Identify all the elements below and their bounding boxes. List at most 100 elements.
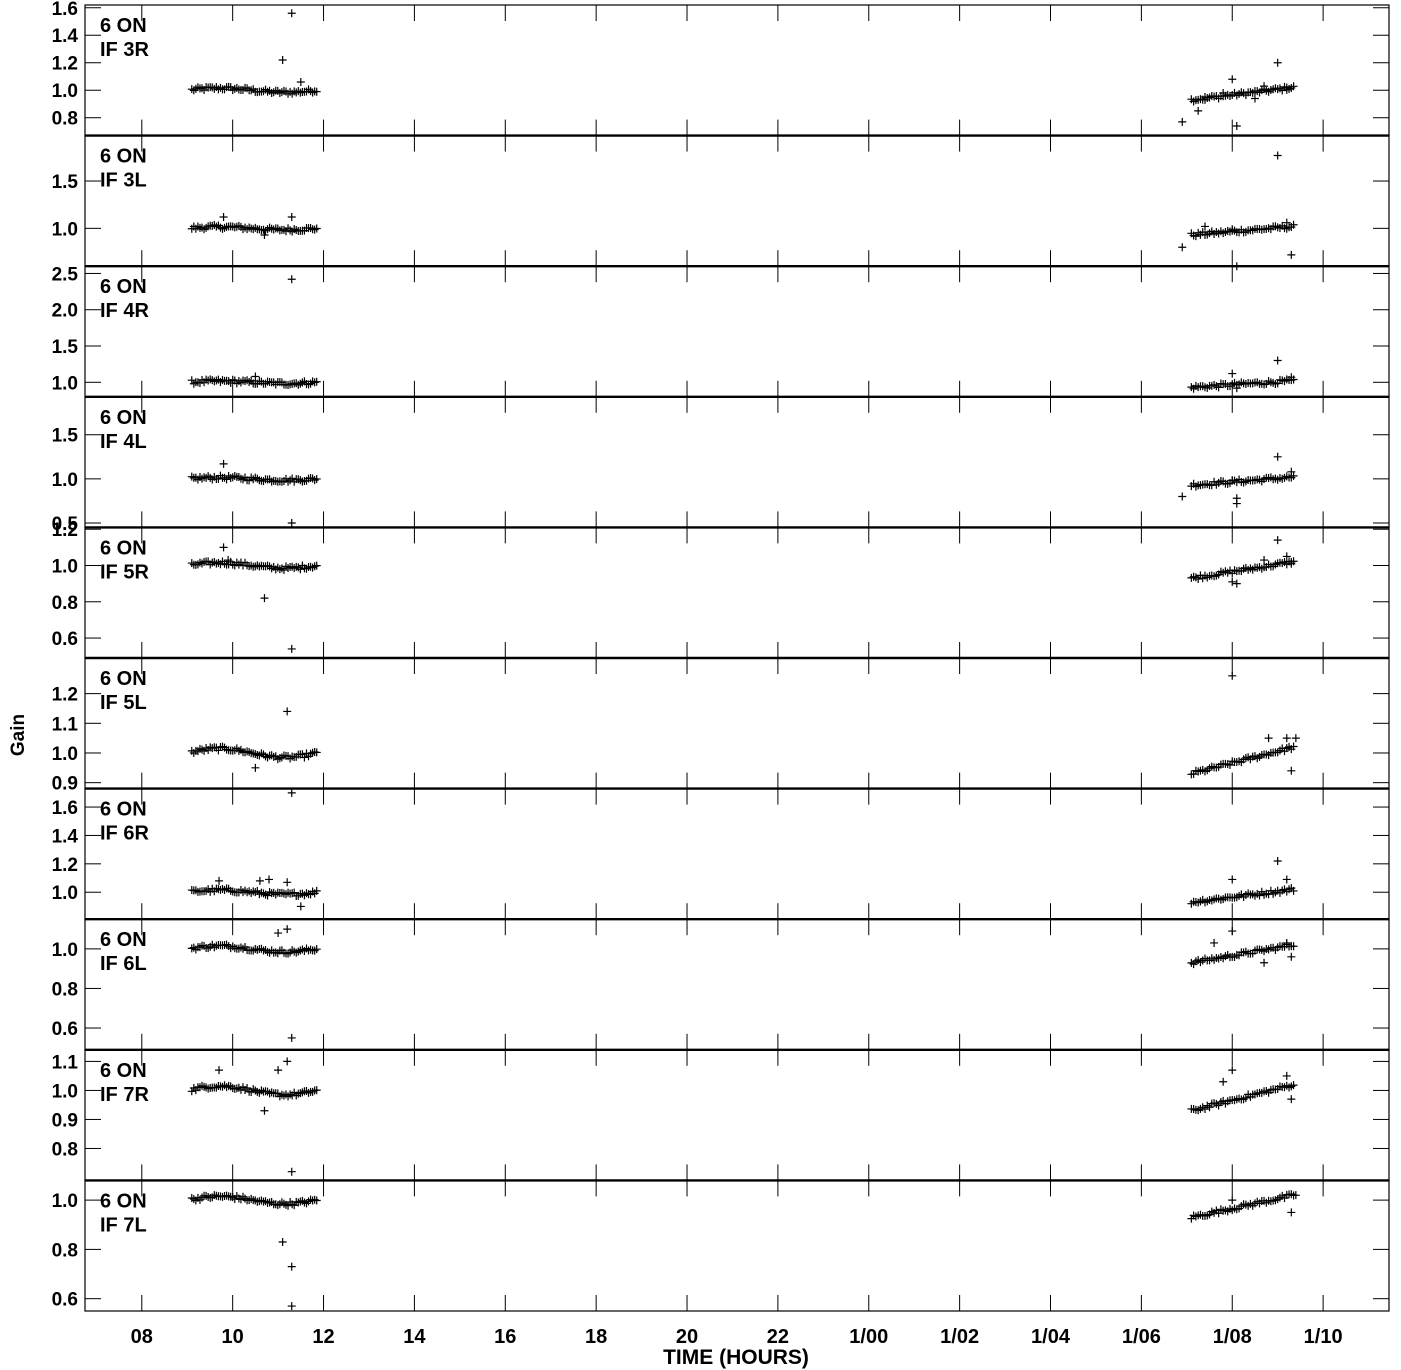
data-point (224, 556, 233, 565)
data-point (265, 887, 274, 896)
data-point (310, 562, 319, 571)
y-tick-label: 0.9 (52, 1110, 78, 1131)
data-point (267, 88, 276, 97)
data-point (255, 876, 264, 885)
data-point (1219, 88, 1228, 97)
panel-label-antenna: 6 ON (100, 1060, 147, 1082)
data-point (287, 644, 296, 653)
data-point (243, 888, 252, 897)
data-point (191, 473, 200, 482)
data-point (310, 225, 319, 234)
data-point (236, 474, 245, 483)
panel-label-antenna: 6 ON (100, 407, 147, 429)
data-point (1289, 220, 1298, 229)
panel-label-antenna: 6 ON (100, 15, 147, 37)
data-point (281, 1200, 290, 1209)
data-point (202, 886, 211, 895)
data-point (278, 55, 287, 64)
data-point (310, 1195, 319, 1204)
data-point (1282, 875, 1291, 884)
data-point (261, 379, 270, 388)
data-point (238, 944, 247, 953)
panel-frame (84, 135, 1390, 267)
data-point (1228, 476, 1237, 485)
data-point (287, 275, 296, 284)
data-point (283, 707, 292, 716)
data-point (298, 945, 307, 954)
data-point (286, 476, 295, 485)
data-point (251, 763, 260, 772)
data-point (1228, 577, 1237, 586)
data-point (261, 226, 270, 235)
data-point (296, 1197, 305, 1206)
data-point (1273, 151, 1282, 160)
data-point (1232, 494, 1241, 503)
panel-label-if: IF 4R (100, 300, 149, 322)
y-tick-label: 1.2 (52, 855, 78, 876)
data-point (1289, 942, 1298, 951)
y-tick-label: 1.1 (52, 714, 79, 735)
data-point (1250, 94, 1259, 103)
data-point (294, 87, 303, 96)
y-tick-label: 1.0 (52, 744, 78, 765)
y-tick-label: 1.4 (52, 26, 79, 47)
panel-label-if: IF 6R (100, 823, 149, 845)
y-tick-label: 0.8 (52, 593, 78, 614)
data-point (1289, 742, 1298, 751)
y-tick-label: 2.5 (52, 264, 79, 285)
data-point (287, 212, 296, 221)
x-tick-label: 16 (494, 1326, 516, 1348)
data-point (245, 378, 254, 387)
data-point (210, 1191, 219, 1200)
y-tick-label: 1.0 (52, 81, 78, 102)
data-point (283, 878, 292, 887)
data-point (263, 753, 272, 762)
data-point (1273, 452, 1282, 461)
data-point (243, 1084, 252, 1093)
data-point (210, 943, 219, 952)
data-point (189, 749, 198, 758)
data-point (228, 942, 237, 951)
panel-label-antenna: 6 ON (100, 1190, 147, 1212)
data-point (275, 754, 284, 763)
data-point (263, 891, 272, 900)
data-point (312, 561, 321, 570)
data-point (284, 949, 293, 958)
data-point (1178, 117, 1187, 126)
data-point (271, 948, 280, 957)
data-point (202, 223, 211, 232)
y-tick-label: 1.2 (52, 520, 78, 541)
data-point (274, 929, 283, 938)
data-point (215, 1066, 224, 1075)
x-tick-label: 1/02 (940, 1326, 979, 1348)
data-point (257, 1086, 266, 1095)
data-point (287, 1167, 296, 1176)
data-point (202, 1191, 211, 1200)
data-point (288, 1200, 297, 1209)
x-tick-label: 1/06 (1122, 1326, 1161, 1348)
data-point (228, 375, 237, 384)
data-point (1289, 1081, 1298, 1090)
data-point (283, 925, 292, 934)
data-point (308, 887, 317, 896)
y-tick-label: 2.0 (52, 301, 78, 322)
data-point (279, 1091, 288, 1100)
data-point (294, 475, 303, 484)
data-point (263, 1087, 272, 1096)
data-point (286, 1090, 295, 1099)
data-point (287, 9, 296, 18)
data-point (1228, 369, 1237, 378)
data-point (259, 750, 268, 759)
data-point (263, 947, 272, 956)
data-point (238, 1192, 247, 1201)
data-point (294, 380, 303, 389)
data-point (312, 886, 321, 895)
data-point (312, 224, 321, 233)
data-point (288, 946, 297, 955)
data-point (304, 85, 313, 94)
data-point (219, 543, 228, 552)
